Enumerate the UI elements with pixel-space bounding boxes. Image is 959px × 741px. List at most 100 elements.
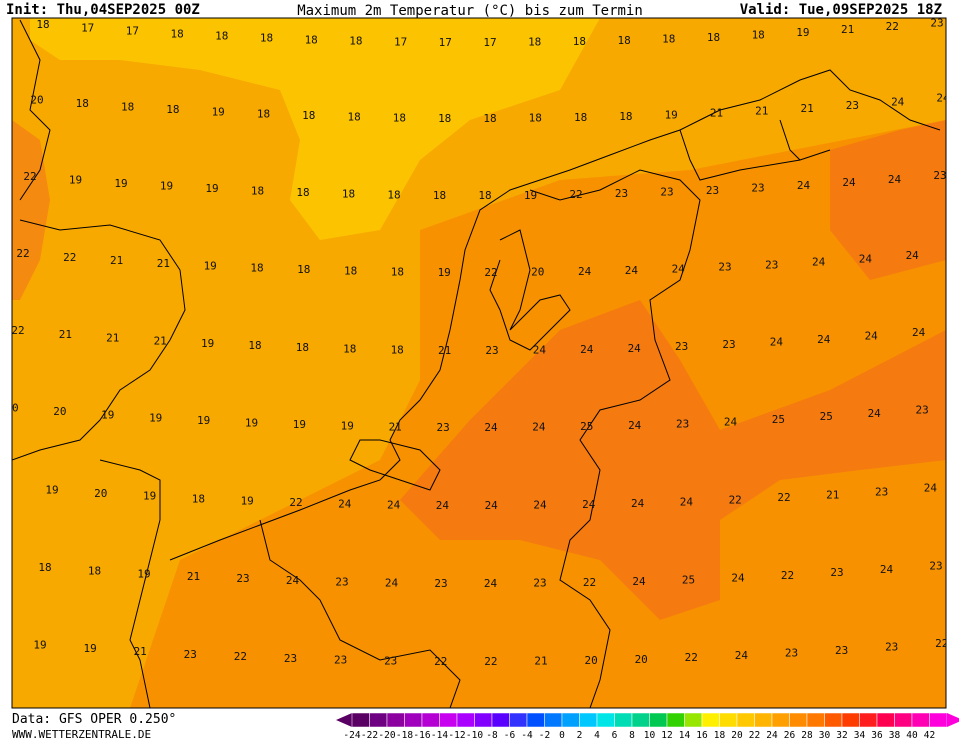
temp-label: 24 bbox=[912, 326, 926, 339]
temp-label: 25 bbox=[580, 420, 593, 433]
temp-label: 19 bbox=[114, 177, 127, 190]
temp-label: 18 bbox=[619, 110, 632, 123]
temp-label: 21 bbox=[755, 104, 768, 117]
colorbar-swatch bbox=[666, 712, 685, 728]
temp-label: 17 bbox=[483, 36, 496, 49]
temp-label: 18 bbox=[121, 100, 134, 113]
temp-label: 18 bbox=[250, 262, 263, 275]
temp-label: 18 bbox=[297, 263, 310, 276]
temp-label: 19 bbox=[341, 419, 354, 432]
temp-label: 25 bbox=[820, 410, 833, 423]
temp-label: 18 bbox=[166, 103, 179, 116]
colorbar-label: -2 bbox=[539, 730, 550, 741]
hot-region bbox=[400, 300, 946, 620]
temp-label: 23 bbox=[384, 654, 397, 667]
colorbar-swatch bbox=[579, 712, 598, 728]
colorbar-swatch bbox=[561, 712, 580, 728]
temp-label: 23 bbox=[675, 340, 688, 353]
temp-label: 18 bbox=[251, 184, 264, 197]
colorbar-label: -4 bbox=[521, 730, 533, 741]
temp-label: 23 bbox=[933, 169, 946, 182]
temp-label: 24 bbox=[812, 256, 826, 269]
temp-label: 17 bbox=[439, 36, 452, 49]
temp-label: 18 bbox=[391, 343, 404, 356]
colorbar-swatch bbox=[929, 712, 948, 728]
temp-label: 18 bbox=[257, 108, 270, 121]
temp-label: 24 bbox=[797, 179, 811, 192]
colorbar-label: -24 bbox=[343, 730, 360, 741]
warm-region bbox=[12, 120, 50, 300]
temp-label: 23 bbox=[334, 653, 347, 666]
temp-label: 21 bbox=[710, 107, 723, 120]
colorbar-label: -16 bbox=[413, 730, 430, 741]
colorbar-label: 30 bbox=[819, 730, 831, 741]
temp-label: 24 bbox=[338, 497, 352, 510]
temp-label: 22 bbox=[685, 651, 698, 664]
temp-label: 23 bbox=[765, 258, 778, 271]
temp-label: 21 bbox=[841, 23, 854, 36]
temp-label: 24 bbox=[484, 577, 498, 590]
temp-label: 19 bbox=[197, 414, 210, 427]
colorbar-swatch bbox=[806, 712, 825, 728]
temp-label: 18 bbox=[344, 264, 357, 277]
colorbar-label: 18 bbox=[714, 730, 726, 741]
colorbar-label: -22 bbox=[361, 730, 378, 741]
temp-label: 23 bbox=[706, 184, 719, 197]
temp-label: 18 bbox=[433, 189, 446, 202]
temp-label: 18 bbox=[343, 342, 356, 355]
temp-label: 23 bbox=[751, 182, 764, 195]
temp-label: 19 bbox=[101, 409, 114, 422]
colorbar-label: 26 bbox=[784, 730, 796, 741]
temp-label: 18 bbox=[342, 187, 355, 200]
colorbar-label: -20 bbox=[378, 730, 395, 741]
temp-label: 19 bbox=[524, 189, 537, 202]
temp-label: 18 bbox=[36, 18, 49, 31]
temp-label: 19 bbox=[665, 109, 678, 122]
colorbar-swatch bbox=[439, 712, 458, 728]
temp-label: 23 bbox=[830, 566, 843, 579]
colorbar-label: 20 bbox=[731, 730, 743, 741]
map-frame bbox=[11, 17, 947, 709]
temp-label: 24 bbox=[286, 574, 300, 587]
temp-label: 23 bbox=[835, 644, 848, 657]
temp-label: 18 bbox=[296, 341, 309, 354]
temp-label: 20 bbox=[30, 93, 43, 106]
temp-label: 24 bbox=[672, 262, 686, 275]
temp-label: 19 bbox=[241, 494, 254, 507]
colorbar-label: -18 bbox=[396, 730, 413, 741]
colorbar-swatch bbox=[596, 712, 615, 728]
temp-label: 23 bbox=[615, 187, 628, 200]
colorbar-label: -8 bbox=[486, 730, 498, 741]
temp-label: 24 bbox=[625, 264, 639, 277]
temp-label: 24 bbox=[580, 343, 594, 356]
colorbar-label: 24 bbox=[766, 730, 778, 741]
temp-label: 24 bbox=[387, 498, 401, 511]
temp-label: 24 bbox=[859, 253, 873, 266]
temp-label: 18 bbox=[528, 36, 541, 49]
cool-region bbox=[30, 18, 600, 240]
temp-label: 23 bbox=[930, 16, 943, 29]
temp-label: 24 bbox=[724, 415, 738, 428]
temp-label: 20 bbox=[94, 487, 107, 500]
colorbar-swatch bbox=[824, 712, 843, 728]
colorbar-swatch bbox=[771, 712, 790, 728]
temp-label: 24 bbox=[631, 497, 645, 510]
temp-label: 19 bbox=[83, 642, 96, 655]
temp-label: 21 bbox=[106, 331, 119, 344]
colorbar-label: 22 bbox=[749, 730, 760, 741]
colorbar-label: 4 bbox=[594, 730, 600, 741]
temp-label: 24 bbox=[485, 499, 499, 512]
colorbar-swatch bbox=[736, 712, 755, 728]
colorbar-arrow bbox=[336, 713, 352, 727]
temp-label: 18 bbox=[88, 564, 101, 577]
colorbar-label: 12 bbox=[661, 730, 672, 741]
temp-label: 23 bbox=[485, 344, 498, 357]
temp-label: 19 bbox=[45, 483, 58, 496]
colorbar-label: -6 bbox=[504, 730, 516, 741]
temp-label: 22 bbox=[434, 655, 447, 668]
temp-label: 22 bbox=[484, 655, 497, 668]
temp-label: 24 bbox=[731, 571, 745, 584]
colorbar-swatch bbox=[911, 712, 930, 728]
temp-label: 23 bbox=[660, 186, 673, 199]
colorbar-swatch bbox=[614, 712, 633, 728]
